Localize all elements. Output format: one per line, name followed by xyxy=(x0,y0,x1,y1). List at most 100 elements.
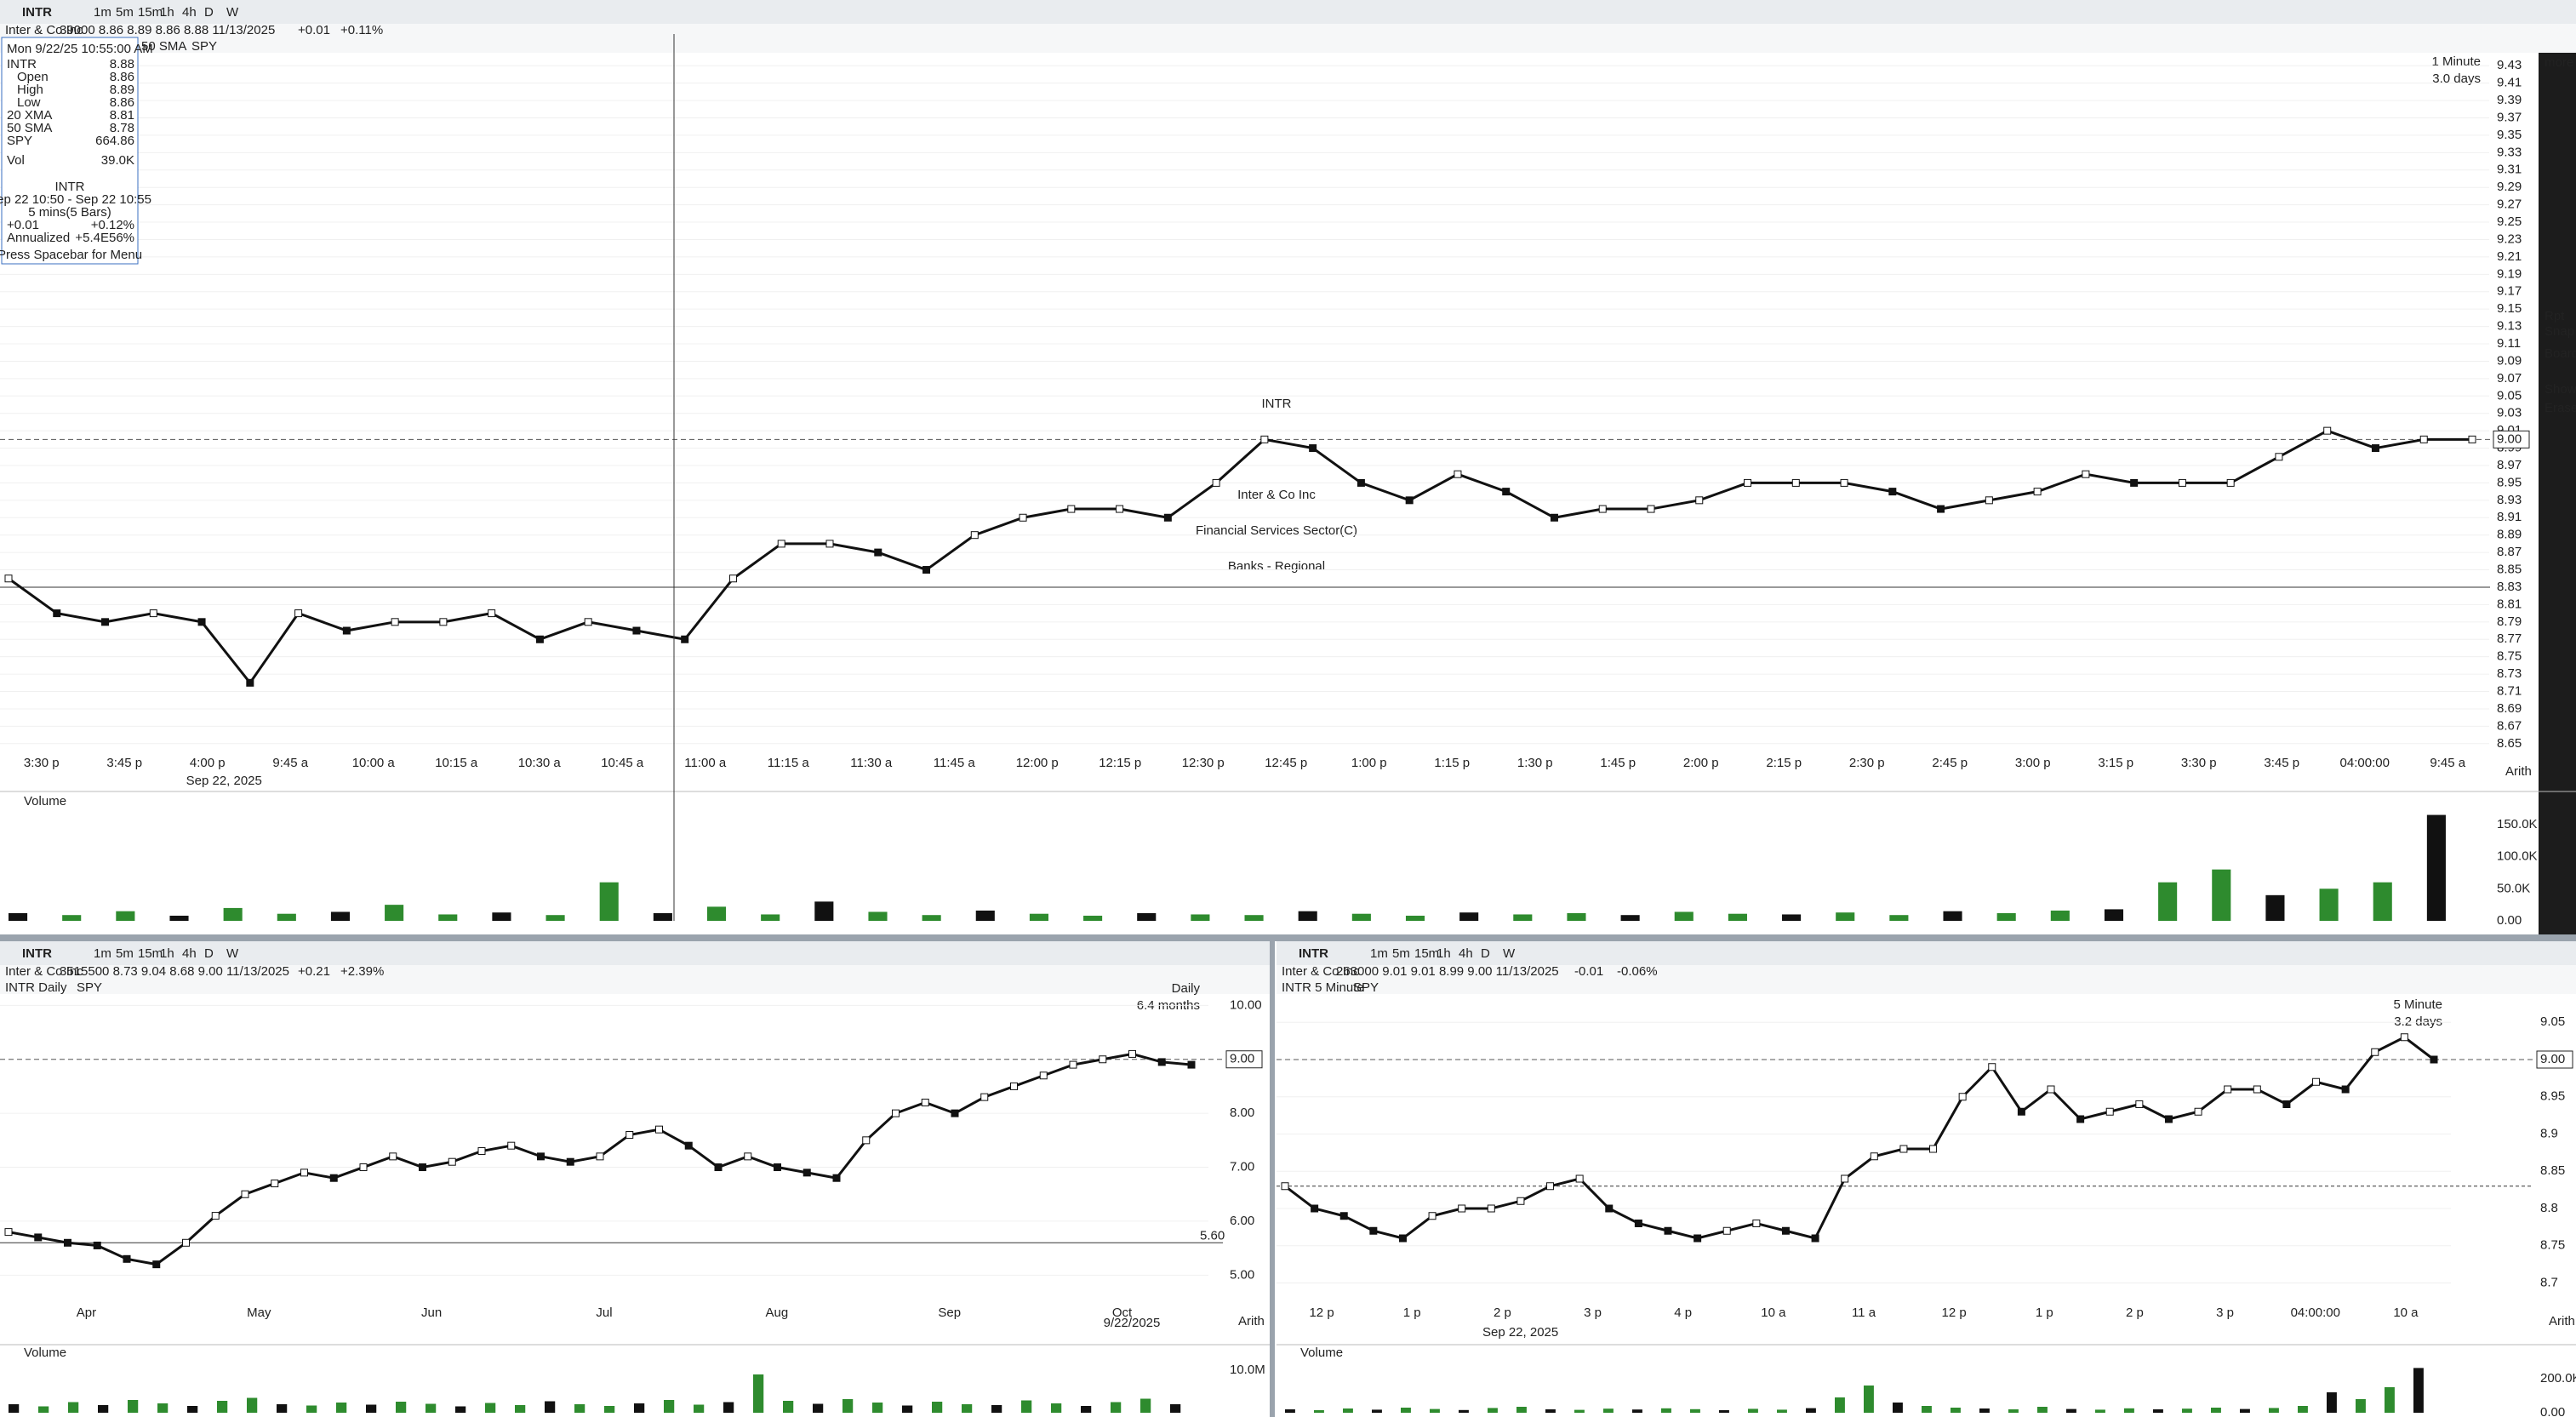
volume-bar xyxy=(247,1397,258,1413)
timeframe-button[interactable]: 4h xyxy=(182,946,197,961)
quote: 39000 8.86 8.89 8.86 8.88 11/13/2025 xyxy=(60,23,275,37)
volume-bar xyxy=(1943,911,1962,921)
timeframe-button[interactable]: 1h xyxy=(160,5,174,20)
y-tick-label: 7.00 xyxy=(1230,1160,1254,1174)
volume-bar xyxy=(9,1404,20,1413)
toolbar-item[interactable]: Snap xyxy=(2545,324,2574,339)
timeframe-button[interactable]: W xyxy=(1503,946,1516,961)
timeframe-button[interactable]: 4h xyxy=(182,5,197,20)
info-value: 8.88 xyxy=(110,57,134,71)
toolbar-item[interactable]: Show xyxy=(2545,382,2576,397)
volume-bar xyxy=(634,1403,645,1413)
price-bar xyxy=(1339,1212,1348,1220)
price-bar xyxy=(1988,1063,1996,1071)
symbol[interactable]: INTR xyxy=(22,946,52,961)
watermark: Financial Services Sector(C) xyxy=(1196,523,1357,538)
overlay-label[interactable]: SPY xyxy=(77,980,102,995)
toolbar-item[interactable]: Rpt xyxy=(2545,309,2565,323)
symbol[interactable]: INTR xyxy=(1299,946,1328,961)
x-tick-label: Jul xyxy=(596,1306,612,1320)
timeframe-button[interactable]: 1h xyxy=(1437,946,1451,961)
price-bar xyxy=(2033,488,2042,496)
price-bar xyxy=(1069,1060,1077,1069)
price-bar xyxy=(1605,1204,1614,1213)
price-bar xyxy=(342,626,351,635)
volume-label[interactable]: Volume xyxy=(24,1346,66,1360)
volume-bar xyxy=(545,915,565,921)
y-tick-label: 8.73 xyxy=(2497,666,2522,681)
y-tick-label: 9.11 xyxy=(2497,336,2521,351)
price-bar xyxy=(1116,505,1124,513)
overlay-label[interactable]: SPY xyxy=(191,39,217,54)
volume-bar xyxy=(975,910,995,921)
timeframe-button[interactable]: 1h xyxy=(160,946,174,961)
study-label[interactable]: INTR 5 Minute xyxy=(1282,980,1364,995)
x-tick-label: 10:15 a xyxy=(435,756,478,770)
volume-bar xyxy=(2269,1408,2279,1413)
y-tick-label: 8.00 xyxy=(1230,1106,1254,1120)
timeframe: 1 Minute xyxy=(2431,54,2481,69)
volume-bar xyxy=(2373,882,2392,921)
timeframe-button[interactable]: 15m xyxy=(138,946,163,961)
volume-bar xyxy=(2037,1407,2048,1413)
price-bar xyxy=(2017,1107,2025,1116)
volume-bar xyxy=(1430,1408,1440,1413)
volume-bar xyxy=(2385,1387,2395,1413)
timeframe-button[interactable]: 5m xyxy=(1392,946,1410,961)
volume-bar xyxy=(814,901,834,921)
info-value: 8.89 xyxy=(110,83,134,97)
volume-label[interactable]: Volume xyxy=(24,794,66,808)
overlay-label[interactable]: SPY xyxy=(1353,980,1379,995)
y-tick-label: 9.13 xyxy=(2497,319,2522,334)
symbol[interactable]: INTR xyxy=(22,5,52,20)
x-tick-label: 1:15 p xyxy=(1434,756,1470,770)
toolbar-item[interactable]: more xyxy=(2545,55,2573,70)
volume-bar xyxy=(1314,1410,1324,1413)
volume-bar xyxy=(38,1406,49,1413)
volume-bar xyxy=(1728,913,1747,921)
timeframe-button[interactable]: W xyxy=(226,946,239,961)
info-label: SPY xyxy=(7,134,32,148)
timeframe-button[interactable]: 1m xyxy=(1370,946,1388,961)
price-bar xyxy=(2419,435,2428,443)
volume-bar xyxy=(485,1403,496,1413)
timeframe-button[interactable]: D xyxy=(204,946,214,961)
volume-bar xyxy=(599,882,619,921)
toolbar-item[interactable]: Erase all xyxy=(2545,401,2576,415)
timeframe-button[interactable]: D xyxy=(1481,946,1490,961)
timeframe-button[interactable]: 15m xyxy=(1414,946,1439,961)
timeframe-button[interactable]: D xyxy=(204,5,214,20)
price-bar xyxy=(1487,1204,1495,1213)
volume-bar xyxy=(306,1405,317,1413)
x-tick-label: Sep xyxy=(938,1306,961,1320)
timeframe-button[interactable]: W xyxy=(226,5,239,20)
price-bar xyxy=(2194,1107,2202,1116)
volume-bar xyxy=(574,1404,585,1413)
drawing-toolbar xyxy=(2539,51,2576,934)
price-bar xyxy=(1010,1082,1018,1090)
volume-bar xyxy=(872,1403,883,1413)
y-tick-label: 8.79 xyxy=(2497,614,2522,629)
x-tick-label: 10:30 a xyxy=(518,756,562,770)
study-label[interactable]: INTR Daily xyxy=(5,980,67,995)
price-bar xyxy=(1458,1204,1466,1213)
volume-bar xyxy=(217,1401,228,1413)
timeframe-button[interactable]: 1m xyxy=(94,5,111,20)
price-bar xyxy=(1163,513,1172,522)
price-bar xyxy=(389,1152,397,1161)
timeframe-button[interactable]: 4h xyxy=(1459,946,1473,961)
volume-bar xyxy=(1488,1408,1498,1413)
timeframe-button[interactable]: 5m xyxy=(116,5,134,20)
x-tick-label: Oct xyxy=(1112,1306,1133,1320)
volume-label[interactable]: Volume xyxy=(1300,1346,1343,1360)
timeframe-button[interactable]: 1m xyxy=(94,946,111,961)
price-bar xyxy=(825,540,834,548)
study-label[interactable]: 50 SMA xyxy=(141,39,186,54)
y-tick-label: 9.19 xyxy=(2497,266,2522,281)
price-bar xyxy=(2253,1085,2261,1094)
volume-bar xyxy=(1690,1408,1700,1413)
toolbar-item[interactable]: Boards xyxy=(2545,346,2576,361)
timeframe-button[interactable]: 15m xyxy=(138,5,163,20)
volume-bar xyxy=(868,911,888,921)
timeframe-button[interactable]: 5m xyxy=(116,946,134,961)
